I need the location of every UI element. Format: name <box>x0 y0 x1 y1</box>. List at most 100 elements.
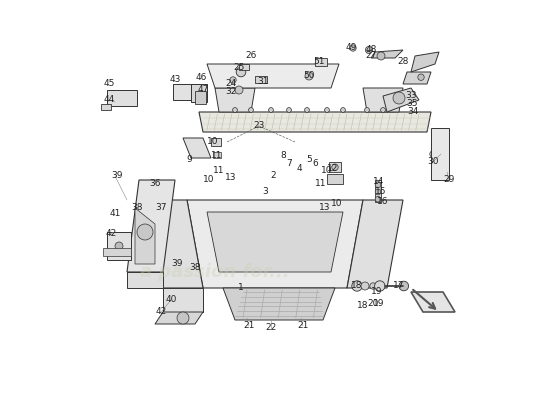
Text: 5: 5 <box>306 156 312 164</box>
Text: 8: 8 <box>280 152 286 160</box>
Text: 31: 31 <box>257 78 269 86</box>
Text: 29: 29 <box>443 176 455 184</box>
Bar <box>329 162 341 172</box>
Polygon shape <box>411 52 439 72</box>
Text: 13: 13 <box>226 174 236 182</box>
Polygon shape <box>403 72 431 84</box>
Bar <box>315 58 327 66</box>
Text: 22: 22 <box>265 324 277 332</box>
Text: 50: 50 <box>303 72 315 80</box>
Circle shape <box>350 45 356 51</box>
Text: 42: 42 <box>155 308 167 316</box>
Circle shape <box>393 92 405 104</box>
Text: 33: 33 <box>405 92 417 100</box>
Circle shape <box>377 52 385 60</box>
Circle shape <box>177 312 189 324</box>
Polygon shape <box>139 200 203 288</box>
Bar <box>173 84 199 100</box>
Circle shape <box>332 164 338 170</box>
Text: 46: 46 <box>195 74 207 82</box>
Polygon shape <box>363 88 403 112</box>
Circle shape <box>115 242 123 250</box>
Text: 25: 25 <box>233 64 245 72</box>
Text: 36: 36 <box>149 180 161 188</box>
Text: 24: 24 <box>226 80 236 88</box>
Polygon shape <box>347 200 403 288</box>
Text: 9: 9 <box>186 156 192 164</box>
Text: 10: 10 <box>207 138 219 146</box>
Circle shape <box>305 108 310 112</box>
Text: 11: 11 <box>211 152 223 160</box>
Text: 32: 32 <box>226 88 236 96</box>
Circle shape <box>381 108 386 112</box>
Text: 10: 10 <box>331 200 343 208</box>
Text: 35: 35 <box>406 100 418 108</box>
Text: 11: 11 <box>213 166 225 174</box>
Bar <box>195 91 206 104</box>
Polygon shape <box>431 128 449 180</box>
Text: 42: 42 <box>106 230 117 238</box>
Bar <box>239 64 249 70</box>
Text: 48: 48 <box>365 46 377 54</box>
Text: 18: 18 <box>351 282 363 290</box>
Text: 16: 16 <box>377 198 389 206</box>
Text: 21: 21 <box>298 322 309 330</box>
Polygon shape <box>207 64 339 88</box>
Text: 49: 49 <box>345 44 357 52</box>
Polygon shape <box>383 88 419 112</box>
Polygon shape <box>223 288 335 320</box>
Text: 20: 20 <box>367 300 379 308</box>
Bar <box>255 76 267 83</box>
Bar <box>213 152 221 158</box>
Text: 17: 17 <box>393 282 405 290</box>
Bar <box>101 104 111 110</box>
Circle shape <box>430 151 436 157</box>
Circle shape <box>305 72 313 80</box>
Text: 11: 11 <box>315 180 327 188</box>
Text: 43: 43 <box>169 76 181 84</box>
Text: a passion for...: a passion for... <box>140 263 290 281</box>
Polygon shape <box>127 272 163 288</box>
Text: 40: 40 <box>166 296 177 304</box>
Text: 19: 19 <box>371 288 383 296</box>
Polygon shape <box>371 50 403 58</box>
Text: 44: 44 <box>103 96 114 104</box>
Circle shape <box>230 77 236 83</box>
Text: 47: 47 <box>197 86 208 94</box>
Text: 6: 6 <box>312 160 318 168</box>
Bar <box>375 180 381 202</box>
Circle shape <box>324 108 329 112</box>
Text: 39: 39 <box>171 260 183 268</box>
Bar <box>107 90 137 106</box>
Circle shape <box>236 67 246 77</box>
Polygon shape <box>107 232 131 260</box>
Text: 18: 18 <box>358 302 368 310</box>
Circle shape <box>249 108 254 112</box>
Circle shape <box>352 281 362 291</box>
Circle shape <box>233 108 238 112</box>
Text: 39: 39 <box>111 172 123 180</box>
Text: 27: 27 <box>365 52 377 60</box>
Polygon shape <box>127 180 175 272</box>
Polygon shape <box>327 174 343 184</box>
Circle shape <box>418 74 424 80</box>
Text: 15: 15 <box>375 188 387 196</box>
Circle shape <box>340 108 345 112</box>
Text: 21: 21 <box>243 322 255 330</box>
Text: 30: 30 <box>427 158 439 166</box>
Text: 2: 2 <box>270 172 276 180</box>
Polygon shape <box>215 88 255 112</box>
Text: 51: 51 <box>314 58 324 66</box>
Polygon shape <box>103 248 131 256</box>
Text: 10: 10 <box>321 166 333 174</box>
Polygon shape <box>411 292 455 312</box>
Circle shape <box>365 108 370 112</box>
Text: 45: 45 <box>103 80 115 88</box>
Polygon shape <box>135 208 155 264</box>
Circle shape <box>137 224 153 240</box>
Circle shape <box>375 281 385 291</box>
Circle shape <box>370 283 376 289</box>
Bar <box>191 84 207 102</box>
Text: 14: 14 <box>373 178 384 186</box>
Circle shape <box>365 46 372 54</box>
